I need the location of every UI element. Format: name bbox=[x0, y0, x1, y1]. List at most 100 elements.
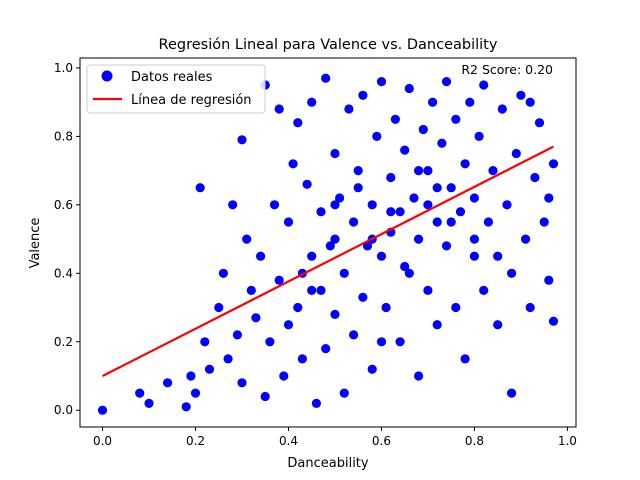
scatter-point bbox=[367, 364, 377, 374]
scatter-point bbox=[358, 292, 368, 302]
scatter-point bbox=[395, 207, 405, 217]
y-axis-ticks: 0.0 0.2 0.4 0.6 0.8 1.0 bbox=[54, 61, 80, 417]
x-tick-label: 0.2 bbox=[186, 434, 205, 448]
scatter-point bbox=[260, 391, 270, 402]
scatter-point bbox=[455, 207, 466, 217]
scatter-point bbox=[237, 135, 247, 145]
scatter-point bbox=[511, 148, 521, 159]
scatter-point bbox=[218, 268, 228, 278]
scatter-point bbox=[525, 302, 535, 313]
scatter-point bbox=[181, 402, 191, 412]
scatter-point bbox=[195, 183, 205, 193]
scatter-point bbox=[497, 104, 507, 114]
scatter-point bbox=[516, 90, 526, 100]
scatter-point bbox=[437, 138, 447, 148]
scatter-point bbox=[135, 388, 145, 398]
scatter-point bbox=[288, 159, 298, 169]
y-axis-label: Valence bbox=[28, 218, 43, 269]
scatter-point bbox=[409, 193, 419, 203]
scatter-point bbox=[367, 200, 377, 210]
scatter-point bbox=[404, 268, 414, 278]
legend-box bbox=[86, 64, 266, 114]
scatter-point bbox=[265, 337, 275, 347]
plot-area-frame bbox=[79, 57, 577, 428]
scatter-point bbox=[414, 371, 424, 381]
scatter-point bbox=[534, 118, 545, 128]
y-tick-label: 1.0 bbox=[54, 61, 73, 75]
scatter-point bbox=[446, 217, 456, 227]
regression-line bbox=[102, 145, 554, 377]
scatter-point bbox=[293, 118, 303, 128]
scatter-point bbox=[441, 241, 452, 251]
scatter-point bbox=[525, 97, 535, 107]
scatter-point bbox=[223, 354, 233, 364]
scatter-point bbox=[358, 90, 368, 100]
scatter-point bbox=[423, 200, 433, 210]
scatter-point bbox=[548, 159, 559, 169]
scatter-point bbox=[521, 234, 531, 244]
scatter-point bbox=[507, 388, 517, 398]
scatter-point bbox=[186, 371, 196, 381]
scatter-point bbox=[507, 268, 517, 278]
scatter-point bbox=[493, 320, 503, 330]
scatter-point bbox=[353, 183, 363, 193]
scatter-point bbox=[279, 371, 289, 381]
scatter-point bbox=[307, 97, 317, 107]
scatter-point bbox=[330, 148, 340, 159]
scatter-point bbox=[316, 207, 326, 217]
scatter-point bbox=[386, 172, 396, 183]
legend-entry-line: Línea de regresión bbox=[131, 93, 252, 108]
scatter-point bbox=[339, 268, 349, 278]
scatter-point bbox=[293, 302, 303, 313]
scatter-point bbox=[460, 159, 470, 169]
scatter-point bbox=[400, 145, 410, 155]
scatter-point bbox=[502, 200, 512, 210]
scatter-point bbox=[237, 378, 247, 388]
scatter-point bbox=[428, 97, 438, 107]
scatter-point bbox=[307, 251, 317, 261]
y-tick-label: 0.2 bbox=[54, 335, 73, 349]
scatter-point bbox=[395, 337, 405, 347]
scatter-point bbox=[330, 200, 340, 210]
scatter-point bbox=[432, 320, 442, 330]
scatter-point bbox=[200, 337, 210, 347]
scatter-point bbox=[451, 114, 461, 124]
scatter-point bbox=[465, 97, 475, 107]
scatter-point bbox=[404, 83, 414, 94]
scatter-point bbox=[274, 275, 284, 285]
regression-line-group bbox=[102, 145, 554, 377]
scatter-points bbox=[97, 73, 559, 415]
scatter-point bbox=[302, 179, 312, 189]
x-tick-label: 0.6 bbox=[372, 434, 391, 448]
scatter-point bbox=[479, 285, 489, 295]
scatter-point bbox=[423, 166, 433, 176]
x-tick-label: 0.4 bbox=[279, 434, 298, 448]
chart-title: Regresión Lineal para Valence vs. Dancea… bbox=[159, 37, 498, 53]
scatter-point bbox=[483, 217, 493, 227]
scatter-point bbox=[204, 364, 215, 374]
scatter-point bbox=[479, 80, 489, 90]
scatter-point bbox=[344, 104, 354, 114]
scatter-point bbox=[335, 193, 345, 203]
scatter-point bbox=[544, 275, 554, 285]
scatter-point bbox=[493, 251, 503, 261]
y-tick-label: 0.6 bbox=[54, 198, 73, 212]
scatter-point bbox=[400, 261, 410, 272]
scatter-point bbox=[307, 285, 317, 295]
x-axis-ticks: 0.0 0.2 0.4 0.6 0.8 1.0 bbox=[93, 427, 577, 448]
scatter-point bbox=[474, 131, 484, 141]
scatter-point bbox=[488, 166, 498, 176]
scatter-point bbox=[446, 183, 456, 193]
scatter-point bbox=[414, 166, 424, 176]
scatter-point bbox=[390, 114, 400, 124]
scatter-point bbox=[311, 398, 321, 408]
scatter-point bbox=[339, 388, 349, 398]
y-tick-label: 0.8 bbox=[54, 129, 73, 143]
scatter-point bbox=[460, 354, 470, 364]
scatter-point bbox=[451, 302, 461, 313]
scatter-point bbox=[414, 234, 424, 244]
scatter-point bbox=[372, 131, 382, 141]
scatter-point bbox=[274, 104, 284, 114]
scatter-point bbox=[325, 241, 335, 251]
scatter-point bbox=[269, 200, 280, 210]
